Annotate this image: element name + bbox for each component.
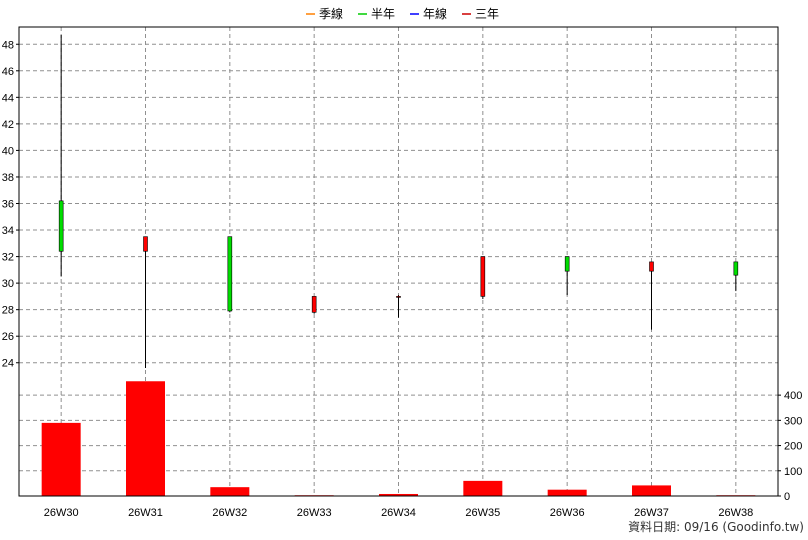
x-tick-label: 26W33 — [297, 507, 332, 519]
legend: 季線 半年 年線 三年 — [306, 6, 499, 21]
candle-body — [649, 261, 654, 272]
candle-body — [58, 200, 64, 252]
legend-label: 三年 — [475, 7, 499, 21]
candlesticks — [58, 34, 739, 369]
candle-body — [227, 236, 233, 312]
price-tick-label: 42 — [2, 119, 14, 131]
x-tick-label: 26W37 — [634, 507, 669, 519]
volume-tick-label: 400 — [784, 390, 802, 402]
axis-ticks: 24 26 28 30 32 34 36 38 40 42 44 46 48 0 100 200 300 400 2… — [2, 39, 803, 519]
volume-bar — [126, 381, 165, 496]
candle-body — [143, 236, 148, 252]
candle-body — [396, 296, 401, 298]
x-tick-label: 26W32 — [212, 507, 247, 519]
x-tick-label: 26W35 — [465, 507, 500, 519]
volume-bars — [41, 381, 756, 497]
volume-tick-label: 300 — [784, 415, 802, 427]
legend-label: 季線 — [319, 6, 343, 21]
price-tick-label: 28 — [2, 305, 14, 317]
x-tick-label: 26W31 — [128, 507, 163, 519]
price-tick-label: 40 — [2, 145, 14, 157]
price-tick-label: 38 — [2, 172, 14, 184]
price-tick-label: 34 — [2, 225, 14, 237]
price-tick-label: 36 — [2, 199, 14, 211]
volume-bar — [547, 489, 587, 496]
price-tick-label: 44 — [2, 92, 14, 104]
footer-date-source: 資料日期: 09/16 (Goodinfo.tw) — [628, 520, 804, 534]
candle-body — [311, 296, 317, 313]
volume-bar — [463, 480, 503, 496]
price-tick-label: 30 — [2, 278, 14, 290]
x-tick-label: 26W30 — [44, 507, 79, 519]
price-tick-label: 48 — [2, 39, 14, 51]
candle-body — [564, 256, 570, 272]
price-tick-label: 32 — [2, 252, 14, 264]
legend-label: 半年 — [371, 7, 395, 21]
price-tick-label: 26 — [2, 331, 14, 343]
x-tick-label: 26W34 — [381, 507, 416, 519]
plot-frame — [18, 26, 779, 497]
volume-tick-label: 100 — [784, 466, 802, 478]
candle-body — [480, 256, 486, 297]
candle-body — [733, 261, 739, 276]
volume-bar — [379, 493, 418, 496]
volume-bar — [632, 485, 671, 496]
legend-label: 年線 — [423, 6, 447, 21]
volume-bar — [210, 487, 250, 496]
x-tick-label: 26W36 — [550, 507, 585, 519]
price-tick-label: 24 — [2, 358, 14, 370]
price-tick-label: 46 — [2, 66, 14, 78]
volume-tick-label: 200 — [784, 441, 802, 453]
x-tick-label: 26W38 — [718, 507, 753, 519]
volume-tick-label: 0 — [784, 491, 790, 503]
volume-bar — [41, 422, 81, 496]
